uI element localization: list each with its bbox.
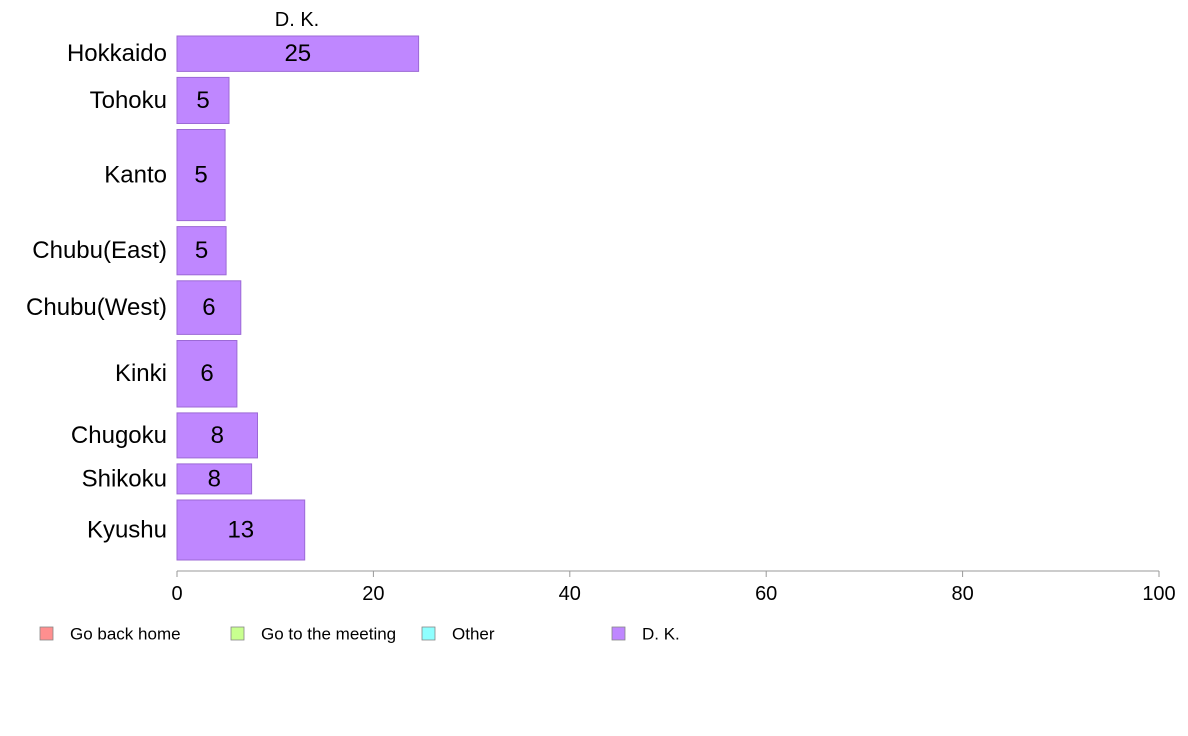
legend-item: Go back home (39, 625, 181, 644)
bar-value-label: 6 (200, 360, 213, 387)
bar-value-label: 8 (211, 422, 224, 449)
category-labels: Hokkaido Tohoku Kanto Chubu(East) Chubu(West… (26, 40, 167, 543)
legend-label: Other (452, 625, 495, 644)
category-label: Kinki (115, 360, 167, 387)
legend-item: Other (421, 625, 495, 644)
category-label: Shikoku (82, 466, 167, 493)
legend-label: Go to the meeting (261, 625, 396, 644)
legend-label: D. K. (642, 625, 680, 644)
category-label: Kanto (104, 162, 167, 189)
x-tick-label: 60 (755, 583, 777, 605)
bar-chubu-east (176, 226, 227, 276)
x-tick-label: 0 (171, 583, 182, 605)
bar-value-label: 5 (195, 237, 208, 264)
bar-value-label: 13 (227, 517, 254, 544)
category-label: Tohoku (90, 87, 167, 114)
category-label: Kyushu (87, 517, 167, 544)
bar-value-label: 6 (202, 294, 215, 321)
x-tick-label: 100 (1142, 583, 1175, 605)
legend-item: D. K. (611, 625, 680, 644)
x-axis: 0 20 40 60 80 100 (171, 570, 1176, 605)
bar-value-label: 8 (208, 466, 221, 493)
category-label: Chugoku (71, 422, 167, 449)
legend: Go back home Go to the meeting Other D. K. (39, 625, 680, 644)
bar-chubu-west (176, 280, 242, 335)
bar-kinki (176, 340, 238, 408)
legend-item: Go to the meeting (230, 625, 396, 644)
category-label: Hokkaido (67, 40, 167, 67)
series-title: D. K. (275, 9, 319, 31)
category-label: Chubu(East) (32, 237, 167, 264)
legend-swatch (230, 626, 245, 641)
category-label: Chubu(West) (26, 294, 167, 321)
x-tick-label: 40 (559, 583, 581, 605)
bar-value-label: 5 (194, 162, 207, 189)
bar-kanto (176, 129, 226, 222)
bar-value-label: 5 (196, 87, 209, 114)
bar-tohoku (176, 76, 230, 124)
bar-kyushu (176, 499, 306, 561)
x-tick-label: 20 (362, 583, 384, 605)
legend-swatch (421, 626, 436, 641)
bar-value-label: 25 (284, 40, 311, 67)
bar-shikoku (176, 463, 253, 495)
legend-swatch (611, 626, 626, 641)
bar-hokkaido (176, 35, 420, 72)
bar-chugoku (176, 412, 258, 459)
legend-swatch (39, 626, 54, 641)
legend-label: Go back home (70, 625, 181, 644)
x-tick-label: 80 (951, 583, 973, 605)
